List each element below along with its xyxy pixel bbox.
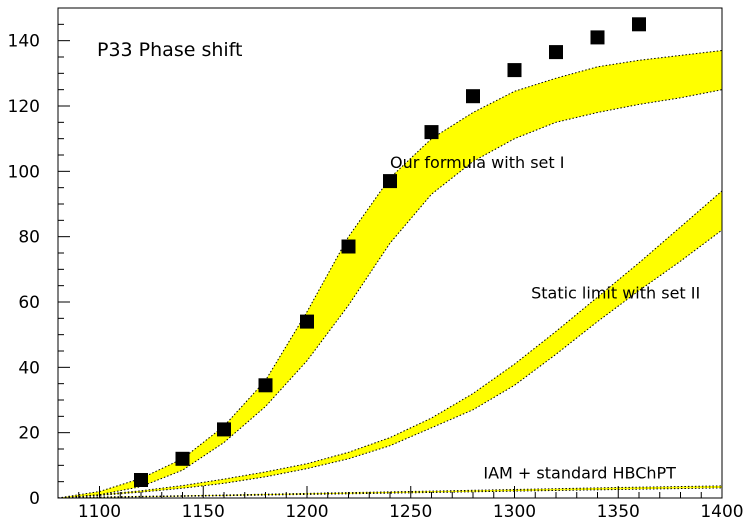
x-tick-label: 1350 bbox=[597, 502, 640, 518]
y-axis: 0 20 40 60 80 100 120 140 bbox=[8, 7, 70, 509]
data-point bbox=[507, 63, 522, 78]
data-point bbox=[175, 451, 190, 466]
data-point bbox=[424, 125, 439, 140]
band-lower-edge-3 bbox=[57, 487, 723, 499]
band-layer bbox=[57, 50, 723, 499]
x-tick-label: 1250 bbox=[389, 502, 432, 518]
data-point bbox=[134, 473, 148, 487]
y-tick-label: 120 bbox=[8, 97, 40, 117]
data-point bbox=[217, 422, 231, 437]
y-tick-label: 0 bbox=[29, 489, 40, 509]
annotation-0: Our formula with set I bbox=[390, 153, 564, 172]
data-point bbox=[300, 314, 314, 329]
data-point bbox=[383, 174, 397, 189]
band-lower-edge-1 bbox=[57, 89, 723, 499]
data-point bbox=[590, 30, 605, 45]
data-point bbox=[466, 89, 480, 104]
y-tick-label: 140 bbox=[8, 32, 40, 52]
error-band-1 bbox=[58, 50, 722, 498]
annotation-1: Static limit with set II bbox=[531, 284, 700, 303]
x-tick-label: 1300 bbox=[493, 502, 536, 518]
y-tick-label: 80 bbox=[18, 228, 40, 248]
data-point bbox=[632, 17, 646, 32]
x-tick-label: 1200 bbox=[285, 502, 328, 518]
band-lower-edge-2 bbox=[57, 229, 723, 499]
annotation-layer: Our formula with set I Static limit with … bbox=[390, 153, 700, 482]
x-tick-label: 1150 bbox=[182, 502, 225, 518]
y-tick-label: 20 bbox=[18, 424, 40, 444]
chart-title: P33 Phase shift bbox=[97, 39, 242, 61]
x-tick-label: 1400 bbox=[700, 502, 743, 518]
x-axis: 1100 1150 1200 1250 1300 1350 1400 bbox=[57, 486, 744, 518]
data-point bbox=[341, 239, 356, 254]
y-tick-label: 40 bbox=[18, 358, 40, 378]
x-tick-label: 1100 bbox=[78, 502, 121, 518]
band-upper-edge-1 bbox=[57, 50, 723, 499]
data-point bbox=[258, 378, 273, 393]
band-upper-edge-3 bbox=[57, 485, 723, 499]
marker-layer bbox=[134, 17, 646, 487]
y-tick-label: 60 bbox=[18, 293, 40, 313]
data-point bbox=[549, 45, 563, 60]
y-tick-label: 100 bbox=[8, 162, 40, 182]
annotation-2: IAM + standard HBChPT bbox=[483, 463, 676, 482]
